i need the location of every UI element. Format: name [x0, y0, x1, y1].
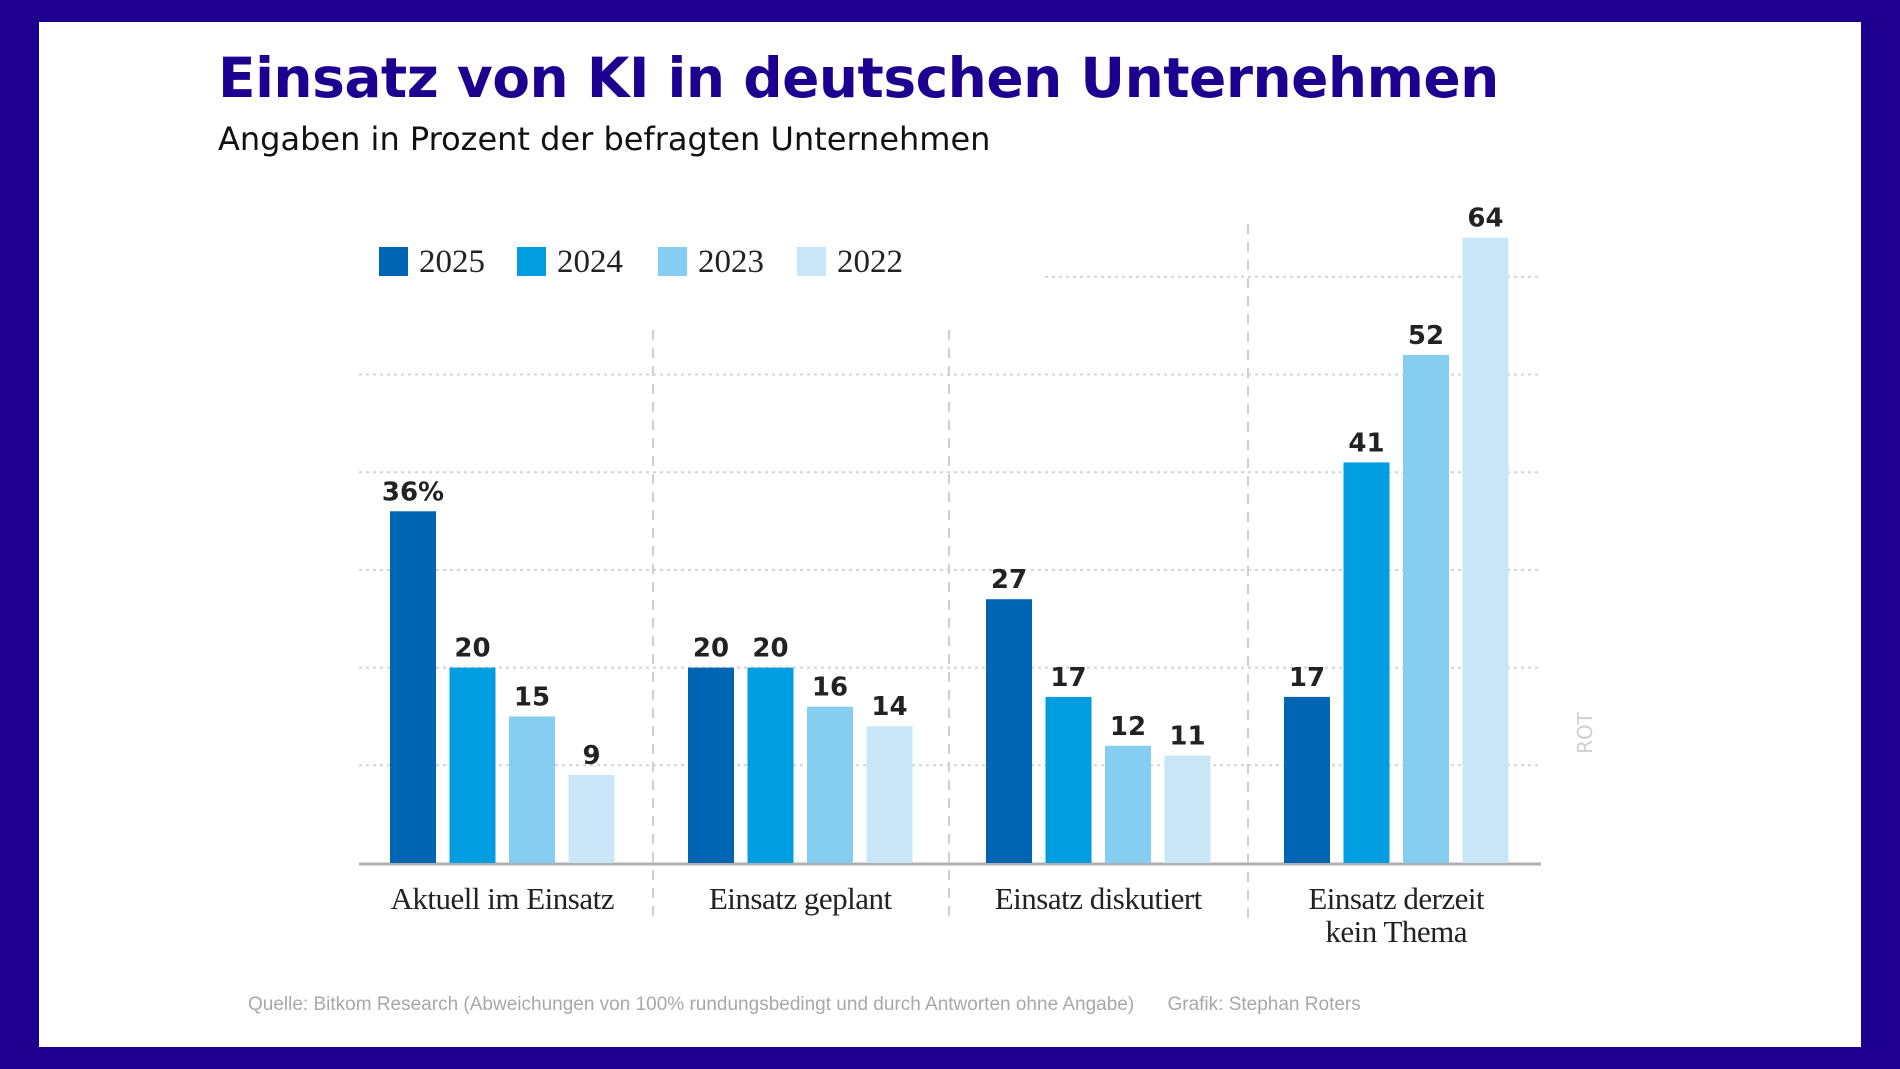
category-label: Einsatz derzeit: [1308, 881, 1485, 916]
bar-2024: [1045, 696, 1092, 863]
bar-2024: [449, 667, 496, 863]
bar-2025: [1284, 696, 1330, 863]
data-label: 16: [812, 673, 848, 703]
legend-label: 2023: [698, 244, 764, 280]
chart-subtitle: Angaben in Prozent der befragten Unterne…: [218, 120, 991, 158]
bar-2025: [688, 667, 734, 863]
data-label: 27: [991, 565, 1027, 595]
chart-title: Einsatz von KI in deutschen Unternehmen: [218, 46, 1499, 110]
watermark: ROT: [1573, 711, 1597, 754]
data-label: 17: [1050, 663, 1086, 693]
bar-2025: [986, 599, 1032, 863]
legend-swatch-2025: [379, 247, 408, 276]
source-note: Quelle: Bitkom Research (Abweichungen vo…: [248, 994, 1135, 1015]
data-label: 52: [1408, 321, 1444, 351]
bar-2022: [866, 726, 913, 863]
data-label: 36%: [382, 477, 444, 507]
data-label: 20: [752, 634, 788, 664]
legend-label: 2024: [557, 244, 623, 280]
data-label: 11: [1169, 722, 1205, 752]
graphic-credit: Grafik: Stephan Roters: [1167, 994, 1361, 1015]
category-label: kein Thema: [1325, 914, 1467, 949]
data-label: 64: [1467, 204, 1503, 234]
data-label: 15: [514, 682, 550, 712]
bar-2024: [1343, 462, 1390, 863]
legend-swatch-2024: [517, 247, 546, 276]
bar-2023: [1105, 745, 1151, 863]
bar-2023: [807, 706, 853, 863]
category-label: Einsatz geplant: [709, 881, 893, 916]
bar-2022: [1164, 755, 1211, 863]
category-label: Aktuell im Einsatz: [391, 881, 614, 916]
bar-2022: [568, 775, 615, 863]
legend-swatch-2023: [658, 247, 687, 276]
data-label: 9: [582, 741, 600, 771]
footer: Quelle: Bitkom Research (Abweichungen vo…: [248, 994, 1389, 1016]
bar-2023: [509, 716, 555, 863]
bar-2023: [1403, 354, 1449, 863]
bar-2022: [1462, 237, 1509, 864]
bar-2025: [390, 511, 436, 863]
bar-2024: [747, 667, 794, 863]
data-label: 41: [1348, 428, 1384, 458]
data-label: 12: [1110, 712, 1146, 742]
legend-label: 2025: [419, 244, 485, 280]
legend-swatch-2022: [797, 247, 826, 276]
data-label: 20: [693, 634, 729, 664]
category-label: Einsatz diskutiert: [995, 881, 1203, 916]
data-label: 17: [1289, 663, 1325, 693]
data-label: 14: [871, 692, 907, 722]
legend-label: 2022: [837, 244, 903, 280]
data-label: 20: [454, 634, 490, 664]
